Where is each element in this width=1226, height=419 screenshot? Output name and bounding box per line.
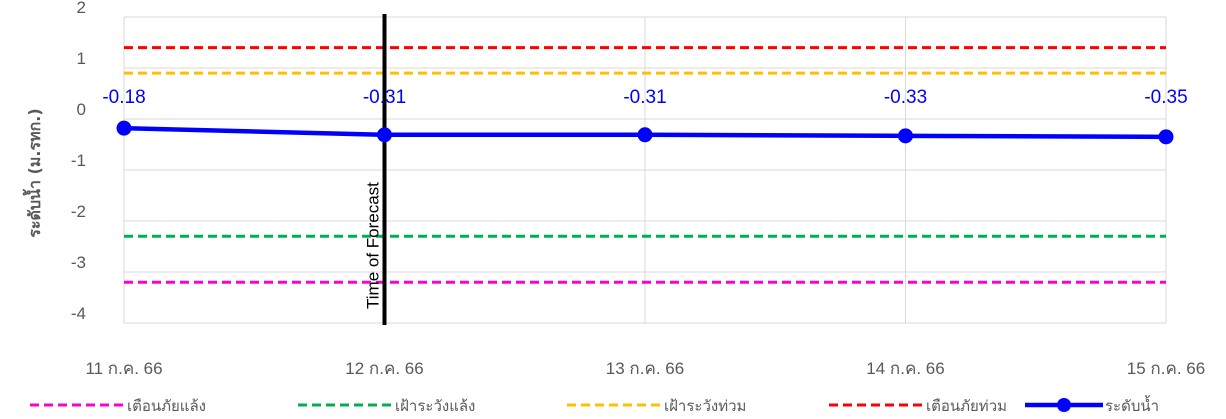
forecast-label: Time of Forecast [364, 182, 383, 309]
data-label: -0.18 [102, 87, 145, 108]
x-tick-label: 15 ก.ค. 66 [1127, 359, 1205, 378]
x-tick-label: 14 ก.ค. 66 [866, 359, 944, 378]
data-labels: -0.18 -0.31 -0.31 -0.33 -0.35 [102, 87, 1187, 108]
data-label: -0.35 [1144, 87, 1187, 108]
data-label: -0.33 [884, 87, 927, 108]
water-level-point [637, 127, 653, 143]
water-level-point [898, 128, 913, 144]
y-tick-label: 2 [77, 0, 86, 17]
y-axis-label: ระดับน้ำ (ม.รทก.) [22, 108, 44, 237]
time-of-forecast-marker: Time of Forecast [364, 14, 387, 325]
data-label: -0.31 [363, 87, 406, 108]
y-tick-label: -3 [71, 253, 86, 272]
legend-label: เฝ้าระวังแล้ง [395, 397, 475, 415]
water-level-point [1158, 129, 1174, 145]
legend-label: ระดับน้ำ [1105, 395, 1159, 415]
legend-label: เตือนภัยท่วม [926, 397, 1007, 415]
y-tick-label: -2 [71, 202, 86, 221]
y-tick-label: 0 [77, 100, 86, 119]
legend: เตือนภัยแล้ง เฝ้าระวังแล้ง เฝ้าระวังท่วม เต… [30, 395, 1159, 415]
legend-label: เฝ้าระวังท่วม [664, 397, 746, 415]
y-tick-label: -1 [71, 151, 86, 170]
grid-lines [123, 16, 1167, 324]
water-level-point [116, 120, 132, 136]
y-tick-label: -4 [71, 304, 86, 323]
x-tick-label: 13 ก.ค. 66 [606, 359, 684, 378]
legend-marker [1057, 398, 1071, 412]
threshold-series [124, 46, 1166, 284]
water-level-series [116, 120, 1174, 145]
water-level-point [377, 127, 392, 143]
data-label: -0.31 [623, 87, 666, 108]
y-axis-ticks: 2 1 0 -1 -2 -3 -4 [71, 0, 86, 323]
x-tick-label: 11 ก.ค. 66 [85, 359, 162, 378]
x-axis-ticks: 11 ก.ค. 66 12 ก.ค. 66 13 ก.ค. 66 14 ก.ค. 66… [85, 359, 1205, 378]
x-tick-label: 12 ก.ค. 66 [345, 359, 423, 378]
y-tick-label: 1 [77, 49, 86, 68]
legend-label: เตือนภัยแล้ง [127, 397, 206, 415]
